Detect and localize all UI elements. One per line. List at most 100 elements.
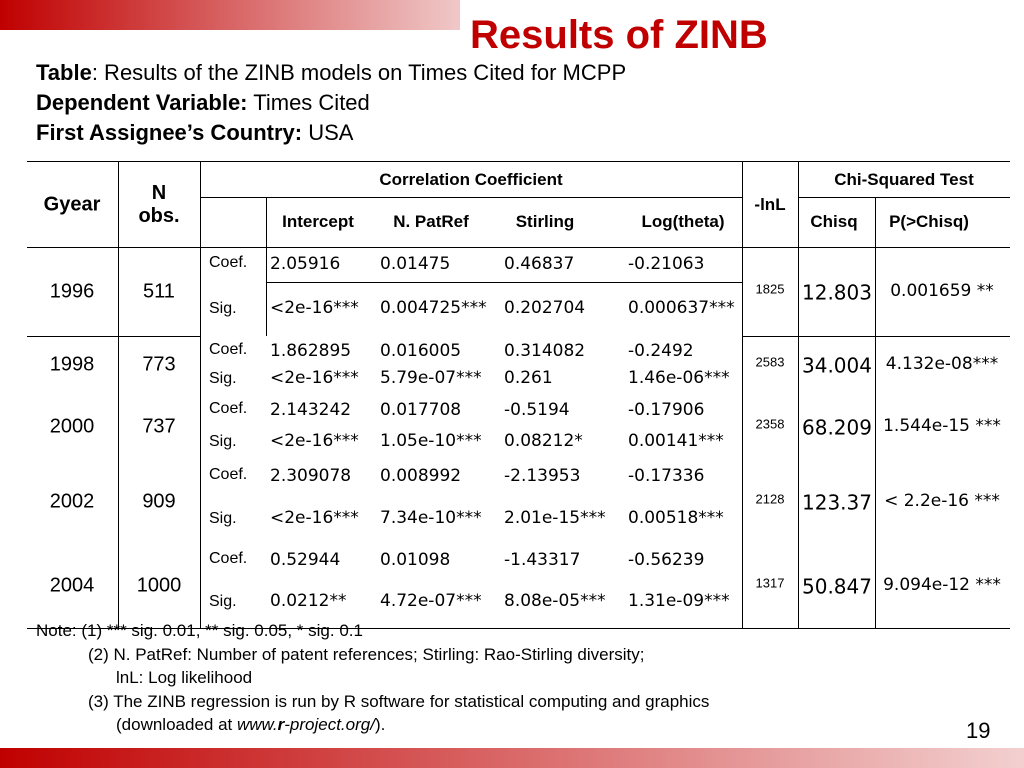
note-text: (downloaded at [116, 715, 237, 734]
header-line: Table: Results of the ZINB models on Tim… [36, 60, 626, 85]
coef-cell: 2.143242 [270, 400, 352, 421]
note-line: Note: (1) *** sig. 0.01, ** sig. 0.05, *… [36, 621, 363, 640]
header-line: Dependent Variable: Times Cited [36, 90, 370, 115]
row-label: Coef. [209, 399, 248, 417]
sig-cell: 0.00518*** [628, 508, 724, 529]
header-text: USA [302, 120, 354, 145]
note-line: (downloaded at www.r-project.org/). [116, 715, 385, 735]
coef-cell: -0.17906 [628, 400, 705, 421]
sig-cell: 0.08212* [504, 431, 583, 452]
note-line: (2) N. PatRef: Number of patent referenc… [88, 645, 645, 664]
coef-cell: -1.43317 [504, 550, 581, 571]
lnl-cell: 2128 [755, 491, 785, 507]
p-cell: 1.544e-15 *** [883, 416, 1001, 437]
column-header: N obs. [138, 182, 180, 227]
row-label: Sig. [209, 432, 237, 450]
coef-cell: -0.17336 [628, 466, 705, 487]
top-bar [0, 0, 460, 30]
sig-cell: <2e-16*** [270, 298, 359, 319]
n-cell: 511 [143, 280, 175, 303]
chisq-cell: 34.004 [802, 353, 872, 378]
link-part: -project.org/ [284, 715, 375, 734]
header-text: Times Cited [247, 90, 370, 115]
chisq-cell: 123.37 [802, 490, 872, 515]
column-header: Chisq [810, 212, 858, 232]
n-cell: 737 [142, 415, 176, 438]
sig-cell: 2.01e-15*** [504, 508, 606, 529]
link: www.r-project.org/ [237, 715, 375, 734]
coef-cell: 1.862895 [270, 341, 352, 362]
chisq-cell: 50.847 [802, 574, 872, 599]
coef-cell: 2.05916 [270, 254, 341, 275]
column-header: Correlation Coefficient [379, 170, 563, 190]
column-header: Stirling [515, 212, 575, 232]
gyear-cell: 2000 [49, 415, 95, 438]
lnl-cell: 2358 [755, 416, 785, 432]
sig-cell: 1.31e-09*** [628, 591, 730, 612]
column-header: Gyear [43, 193, 101, 216]
coef-cell: 0.314082 [504, 341, 586, 362]
coef-cell: -0.56239 [628, 550, 705, 571]
note-text: ). [374, 715, 386, 734]
lnl-cell: 1825 [755, 281, 785, 297]
coef-cell: 2.309078 [270, 466, 352, 487]
coef-cell: 0.017708 [380, 400, 462, 421]
row-label: Coef. [209, 465, 248, 483]
slide-title: Results of ZINB [470, 13, 768, 57]
p-cell: 9.094e-12 *** [883, 575, 1001, 596]
chisq-cell: 12.803 [802, 280, 872, 305]
sig-cell: 7.34e-10*** [380, 508, 482, 529]
row-label: Coef. [209, 340, 248, 358]
coef-cell: 0.01098 [380, 550, 451, 571]
coef-cell: 0.016005 [380, 341, 462, 362]
lnl-cell: 1317 [755, 575, 785, 591]
coef-cell: -0.21063 [628, 254, 705, 275]
coef-cell: 0.008992 [380, 466, 462, 487]
n-cell: 1000 [136, 574, 182, 597]
p-cell: < 2.2e-16 *** [884, 491, 1000, 512]
p-cell: 0.001659 ** [890, 281, 994, 302]
sig-cell: 0.000637*** [628, 298, 735, 319]
gyear-cell: 1996 [49, 280, 95, 303]
n-cell: 909 [142, 490, 176, 513]
coef-cell: -0.2492 [628, 341, 694, 362]
sig-cell: <2e-16*** [270, 368, 359, 389]
column-header: Log(theta) [641, 212, 725, 232]
sig-cell: 5.79e-07*** [380, 368, 482, 389]
page-number: 19 [966, 718, 991, 743]
sig-cell: 0.004725*** [380, 298, 487, 319]
coef-cell: -0.5194 [504, 400, 570, 421]
note-line: lnL: Log likelihood [116, 668, 253, 687]
sig-cell: 0.261 [504, 368, 553, 389]
column-header: Intercept [282, 212, 354, 232]
sig-cell: 1.46e-06*** [628, 368, 730, 389]
header-label: First Assignee’s Country: [36, 120, 303, 145]
column-header: P(>Chisq) [889, 212, 969, 232]
coef-cell: 0.01475 [380, 254, 451, 275]
gyear-cell: 1998 [49, 353, 95, 376]
row-label: Sig. [209, 369, 237, 387]
row-label: Coef. [209, 549, 248, 567]
header-label: Table [36, 60, 92, 85]
column-header: N. PatRef [393, 212, 469, 232]
column-header: Chi-Squared Test [834, 170, 974, 190]
chisq-cell: 68.209 [802, 415, 872, 440]
gyear-cell: 2002 [49, 490, 95, 513]
column-header: -lnL [754, 195, 786, 215]
p-cell: 4.132e-08*** [885, 354, 999, 375]
sig-cell: 1.05e-10*** [380, 431, 482, 452]
note-line: (3) The ZINB regression is run by R soft… [88, 692, 710, 711]
header-line: First Assignee’s Country: USA [36, 120, 353, 145]
n-cell: 773 [142, 353, 176, 376]
sig-cell: 0.202704 [504, 298, 586, 319]
sig-cell: <2e-16*** [270, 508, 359, 529]
link-part: www. [236, 715, 278, 734]
row-label: Sig. [209, 592, 237, 610]
link-part: r [277, 715, 285, 734]
sig-cell: 4.72e-07*** [380, 591, 482, 612]
coef-cell: -2.13953 [504, 466, 581, 487]
sig-cell: <2e-16*** [270, 431, 359, 452]
row-label: Sig. [209, 299, 237, 317]
